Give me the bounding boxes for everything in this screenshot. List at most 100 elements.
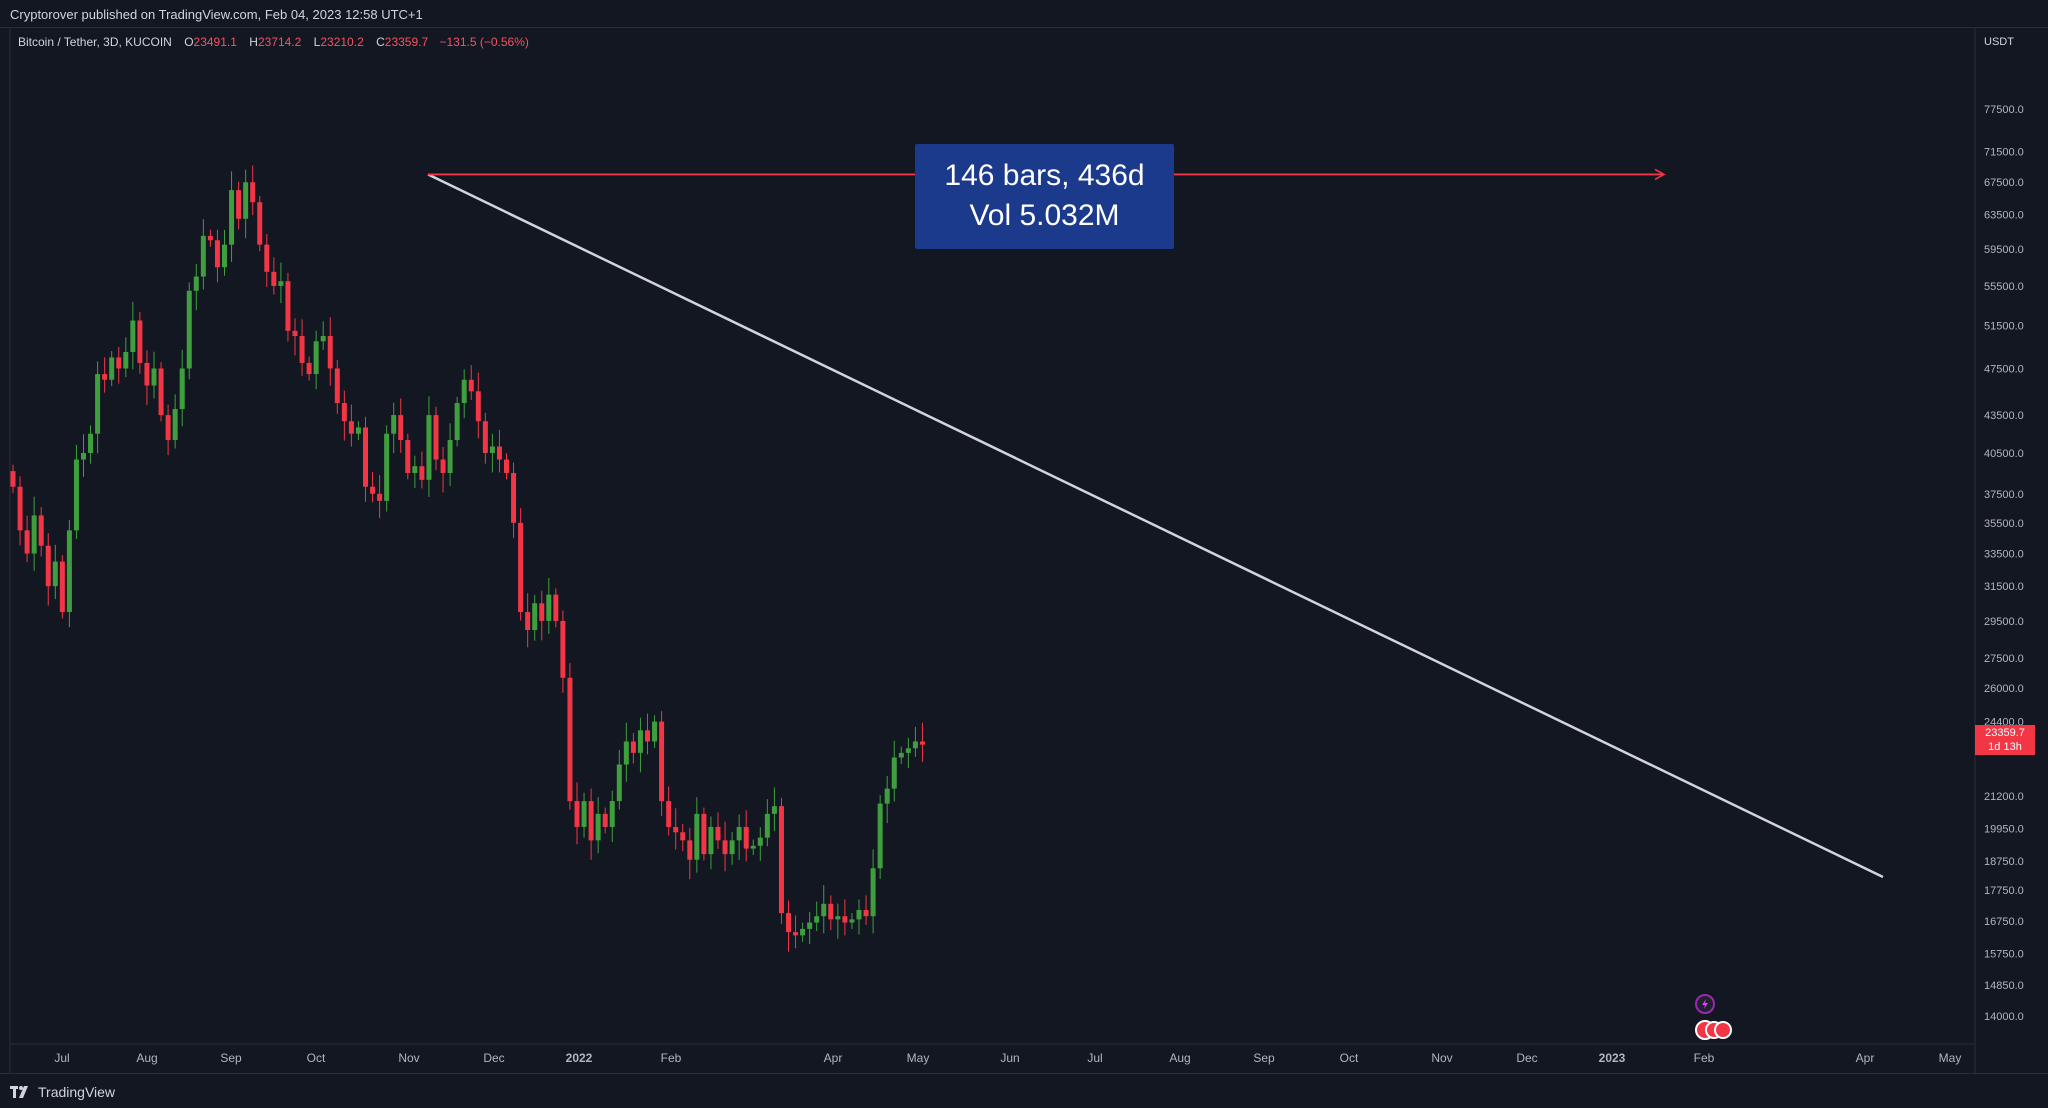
price-tick-label: 27500.0 (1984, 653, 2024, 665)
candle-body (17, 486, 23, 531)
candle-body (320, 336, 326, 342)
bar-countdown: 1d 13h (1988, 741, 2022, 753)
candle-body (66, 530, 72, 613)
candle-body (355, 427, 361, 434)
candle-body (793, 932, 799, 936)
candle-body (405, 440, 411, 473)
measure-box[interactable]: 146 bars, 436d Vol 5.032M (915, 144, 1174, 249)
price-tick-label: 33500.0 (1984, 549, 2024, 561)
price-tick-label: 51500.0 (1984, 321, 2024, 333)
price-axis[interactable]: 77500.0 71500.0 67500.0 63500.0 59500.0 55500… (1984, 104, 2024, 1023)
candle-body (546, 594, 552, 621)
candle-body (602, 813, 608, 827)
price-tick-label: 31500.0 (1984, 581, 2024, 593)
candle-body (398, 415, 404, 441)
candle-body (518, 522, 524, 613)
candle-body (588, 801, 594, 841)
candle-body (849, 919, 855, 923)
candle-body (454, 403, 460, 441)
candle-body (560, 620, 566, 678)
candle-body (370, 486, 376, 494)
measure-volume: Vol 5.032M (969, 199, 1120, 232)
candle-body (800, 928, 806, 936)
candle-body (884, 788, 890, 804)
time-tick-label: May (907, 1051, 930, 1065)
candle-body (440, 459, 446, 473)
candle-body (630, 741, 636, 753)
candle-body (236, 190, 242, 219)
price-tick-label: 55500.0 (1984, 281, 2024, 293)
candle-body (877, 803, 883, 869)
candle-body (659, 721, 665, 802)
candle-body (708, 826, 714, 855)
price-tick-label: 14850.0 (1984, 980, 2024, 992)
candle-body (186, 290, 192, 369)
candle-body (743, 826, 749, 849)
price-tick-label: 43500.0 (1984, 410, 2024, 422)
symbol-name: Bitcoin / Tether, 3D, KUCOIN (18, 35, 172, 49)
candle-body (24, 530, 30, 554)
candle-body (193, 276, 199, 291)
time-tick-label: Jun (1000, 1051, 1019, 1065)
candle-body (842, 916, 848, 923)
price-tick-label: 37500.0 (1984, 489, 2024, 501)
time-axis[interactable]: Jul Aug Sep Oct Nov Dec 2022 Feb Apr May Jun Jul Aug… (54, 1051, 1961, 1065)
candle-body (45, 545, 51, 587)
candle-body (341, 403, 347, 422)
candle-body (835, 916, 841, 920)
candle-body (109, 357, 115, 380)
price-tick-label: 47500.0 (1984, 363, 2024, 375)
candle-body (898, 752, 904, 758)
candle-body (377, 493, 383, 501)
time-tick-label: Feb (1694, 1051, 1715, 1065)
candle-body (137, 320, 143, 363)
candle-body (919, 741, 925, 745)
candle-body (736, 826, 742, 841)
candle-body (729, 840, 735, 855)
price-tick-label: 15750.0 (1984, 949, 2024, 961)
candle-body (616, 764, 622, 802)
candle-body (327, 336, 333, 369)
time-tick-label: Nov (1431, 1051, 1452, 1065)
time-tick-label: Aug (1169, 1051, 1190, 1065)
event-icons[interactable] (1695, 994, 1732, 1040)
candle-body (715, 826, 721, 841)
candle-body (771, 806, 777, 814)
candle-body (609, 801, 615, 827)
candle-body (306, 362, 312, 375)
candle-body (496, 446, 502, 460)
time-tick-label: Apr (824, 1051, 843, 1065)
candle-body (419, 466, 425, 480)
close-value: 23359.7 (384, 35, 429, 49)
open-value: 23491.1 (193, 35, 237, 49)
candle-body (447, 440, 453, 473)
candle-body (412, 466, 418, 473)
candle-body (102, 374, 108, 380)
trendline[interactable] (427, 173, 1884, 879)
time-tick-label: Jul (54, 1051, 69, 1065)
time-tick-label: Nov (398, 1051, 419, 1065)
change-value: −131.5 (−0.56%) (439, 35, 529, 49)
candle-body (581, 801, 587, 827)
time-tick-label: Oct (307, 1051, 326, 1065)
candle-body (623, 741, 629, 765)
time-tick-label: Aug (136, 1051, 157, 1065)
candle-body (567, 677, 573, 802)
candle-body (574, 801, 580, 827)
candle-body (525, 612, 531, 631)
candle-body (38, 515, 44, 546)
candle-body (348, 421, 354, 434)
candle-body (433, 415, 439, 460)
candle-body (299, 336, 305, 363)
candle-body (292, 330, 298, 337)
candle-body (807, 922, 813, 929)
tv-logo-icon (10, 1086, 28, 1098)
price-tick-label: 71500.0 (1984, 147, 2024, 159)
symbol-legend: Bitcoin / Tether, 3D, KUCOIN O23491.1 H2… (18, 35, 529, 49)
candle-body (482, 421, 488, 453)
price-tick-label: 14000.0 (1984, 1011, 2024, 1023)
candle-body (666, 801, 672, 827)
low-value: 23210.2 (320, 35, 364, 49)
candle-body (10, 471, 16, 487)
candle-body (722, 840, 728, 855)
